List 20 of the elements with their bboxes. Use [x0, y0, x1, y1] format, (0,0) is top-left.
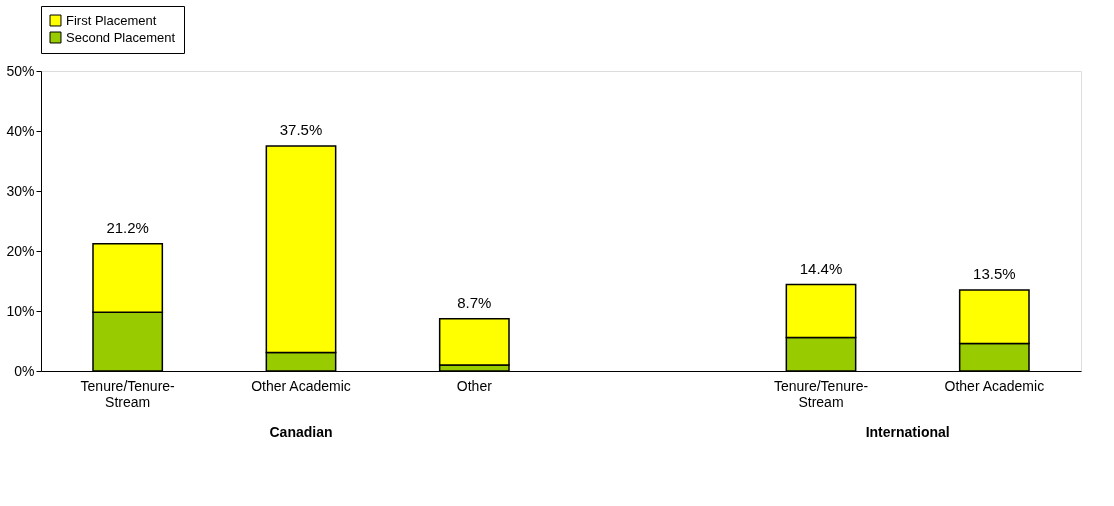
y-tick-label: 0%: [14, 362, 35, 379]
y-tick-label: 20%: [6, 242, 35, 259]
total-label: 37.5%: [279, 121, 323, 138]
x-tick-label: Other: [456, 377, 493, 394]
total-label: 8.7%: [457, 293, 492, 311]
y-tick-label: 30%: [6, 182, 35, 199]
legend-label: First Placement: [66, 12, 157, 28]
x-tick-label: Other Academic: [944, 377, 1045, 394]
y-tick-label: 10%: [6, 302, 35, 319]
legend-label: Second Placement: [66, 29, 176, 45]
y-tick-label: 50%: [6, 62, 35, 79]
x-tick-label: Other Academic: [251, 377, 351, 394]
total-label: 13.5%: [973, 265, 1016, 282]
y-tick-label: 40%: [6, 122, 35, 139]
x-tick-label: Tenure/Tenure-Stream: [80, 377, 176, 410]
total-label: 14.4%: [799, 259, 843, 277]
x-tick-label: Tenure/Tenure-Stream: [773, 377, 869, 410]
text: International: [865, 424, 950, 440]
text: Canadian: [269, 424, 333, 440]
total-label: 21.2%: [106, 218, 149, 236]
